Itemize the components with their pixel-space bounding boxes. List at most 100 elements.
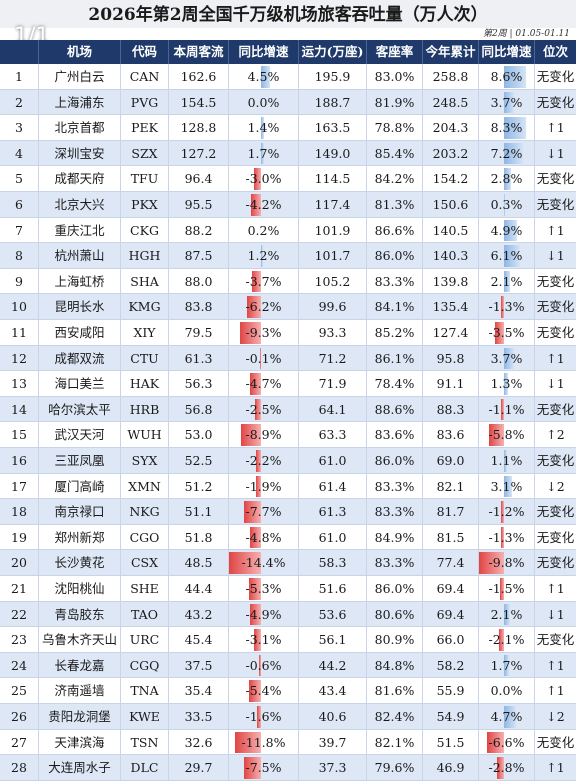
table-cell: 厦门高崎 xyxy=(38,473,120,500)
table-cell: 204.3 xyxy=(422,115,478,141)
cell-text: 61.0 xyxy=(318,529,347,545)
cell-text: 55.9 xyxy=(436,683,465,699)
cell-text: TFU xyxy=(130,171,159,187)
table-cell: 83.3% xyxy=(366,268,422,295)
cell-text: PKX xyxy=(131,197,158,212)
cell-text: ↓1 xyxy=(546,606,565,622)
table-cell: 69.4 xyxy=(422,576,478,602)
cell-text: CKG xyxy=(130,222,159,238)
cell-text: 58.2 xyxy=(436,657,465,673)
table-cell: 51.5 xyxy=(422,729,478,756)
growth-bar xyxy=(497,757,505,779)
cell-text: 45.4 xyxy=(184,632,213,648)
table-cell: -1.1% xyxy=(478,396,534,423)
cell-text: 85.4% xyxy=(374,145,415,161)
table-cell: 上海浦东 xyxy=(38,89,120,116)
row-bg xyxy=(0,294,576,320)
cell-text: 青岛胶东 xyxy=(54,606,105,622)
table-cell: CAN xyxy=(120,64,168,90)
table-cell: 9 xyxy=(0,269,38,295)
cell-text: ↓1 xyxy=(546,248,565,264)
growth-bar xyxy=(250,373,261,395)
table-cell: CTU xyxy=(120,345,168,372)
growth-bar xyxy=(253,168,261,190)
cell-text: NKG xyxy=(129,504,160,520)
table-cell: ↑1 xyxy=(534,217,576,244)
table-cell: 长沙黄花 xyxy=(38,550,120,576)
table-cell: CGO xyxy=(120,524,168,551)
table-cell: 15 xyxy=(0,422,38,448)
table-cell: 48.5 xyxy=(168,550,228,576)
table-cell: 51.6 xyxy=(298,576,366,602)
table-cell: ↑1 xyxy=(534,652,576,679)
table-cell: 长春龙嘉 xyxy=(38,652,120,679)
table-cell: 乌鲁木齐天山 xyxy=(38,627,120,653)
cell-text: SHA xyxy=(130,273,159,289)
cell-text: -9.8% xyxy=(488,555,525,571)
table-cell: 91.1 xyxy=(422,371,478,397)
table-cell: -4.9% xyxy=(228,601,298,628)
cell-text: 上海虹桥 xyxy=(54,273,105,289)
table-cell: 无变化 xyxy=(534,294,576,320)
table-cell: 53.6 xyxy=(298,601,366,628)
header-cell: 同比增速 xyxy=(228,40,298,64)
table-cell: 7.2% xyxy=(478,140,534,167)
cell-text: 0.0% xyxy=(247,94,280,110)
table-cell: 88.0 xyxy=(168,268,228,295)
table-cell: 203.2 xyxy=(422,140,478,167)
cell-text: WUH xyxy=(127,427,162,443)
growth-bar xyxy=(250,526,261,549)
table-cell: -4.2% xyxy=(228,192,298,218)
table-cell: ↑1 xyxy=(534,755,576,781)
table-cell: 无变化 xyxy=(534,524,576,551)
row-bg xyxy=(0,64,576,90)
cell-text: 82.1% xyxy=(374,734,415,750)
cell-text: 135.4 xyxy=(432,299,469,315)
cell-text: 33.5 xyxy=(184,709,213,724)
cell-text: -0.6% xyxy=(245,657,282,673)
table-cell: CKG xyxy=(120,217,168,244)
table-cell: 71.9 xyxy=(298,371,366,397)
row-bg xyxy=(0,371,576,397)
cell-text: 深圳宝安 xyxy=(54,145,105,161)
cell-text: SZX xyxy=(131,145,158,161)
table-cell: 127.2 xyxy=(168,140,228,167)
table-cell: 105.2 xyxy=(298,268,366,295)
header-cell: 位次 xyxy=(534,40,576,64)
cell-text: 32.6 xyxy=(184,734,213,750)
cell-text: 15 xyxy=(11,427,27,443)
cell-text: 0.3% xyxy=(490,197,523,212)
table-cell: ↓1 xyxy=(534,601,576,628)
table-cell: 5 xyxy=(0,166,38,192)
cell-text: 83.3% xyxy=(374,555,415,571)
table-cell: -2.2% xyxy=(228,448,298,474)
table-cell: -2.8% xyxy=(478,755,534,781)
cell-text: 37.3 xyxy=(318,760,347,776)
cell-text: SYX xyxy=(131,453,158,468)
table-cell: 无变化 xyxy=(534,396,576,423)
cell-text: CSX xyxy=(130,555,159,571)
cell-text: -2.1% xyxy=(488,632,525,648)
cell-text: 2.1% xyxy=(490,273,523,289)
table-cell: -2.5% xyxy=(228,396,298,423)
cell-text: ↑1 xyxy=(546,760,565,776)
cell-text: 83.6 xyxy=(436,427,465,443)
table-cell: 郑州新郑 xyxy=(38,524,120,551)
cell-text: 无变化 xyxy=(536,453,575,468)
cell-text: -1.1% xyxy=(488,401,525,417)
growth-bar xyxy=(501,501,505,523)
cell-text: ↑1 xyxy=(546,683,565,699)
table-cell: 81.3% xyxy=(366,192,422,218)
table-cell: -1.2% xyxy=(478,499,534,525)
cell-text: 95.5 xyxy=(184,197,213,212)
cell-text: 80.9% xyxy=(374,632,415,648)
table-cell: 2.1% xyxy=(478,268,534,295)
cell-text: -5.3% xyxy=(245,581,282,596)
table-cell: 无变化 xyxy=(534,89,576,116)
cell-text: KWE xyxy=(129,709,160,724)
table-cell: 成都双流 xyxy=(38,345,120,372)
cell-text: HGH xyxy=(128,248,161,264)
table-cell: 117.4 xyxy=(298,192,366,218)
cell-text: ↓2 xyxy=(546,709,565,724)
cell-text: 昆明长水 xyxy=(54,299,105,315)
